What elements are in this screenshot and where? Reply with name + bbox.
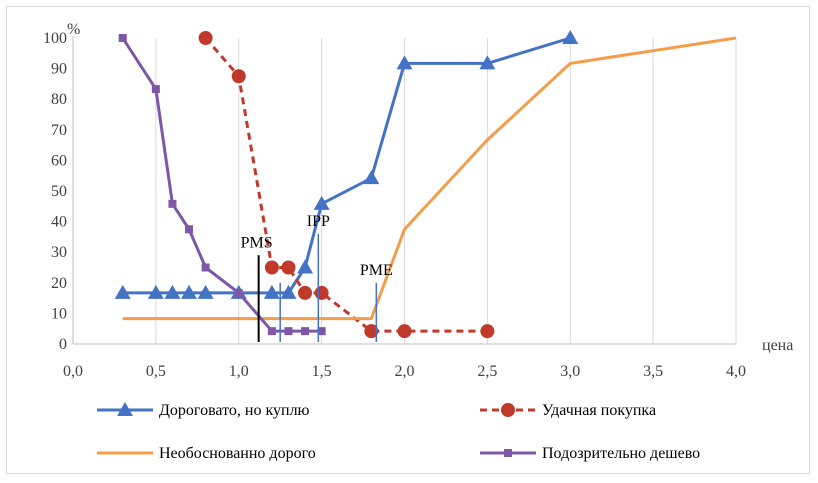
legend-label: Удачная покупка <box>542 402 656 419</box>
data-point <box>197 284 214 299</box>
legend-label: Подозрительно дешево <box>542 445 700 462</box>
data-point <box>147 284 164 299</box>
axes <box>72 36 736 345</box>
x-tick-label: 2,0 <box>395 363 415 380</box>
y-tick-label: 40 <box>51 214 67 231</box>
data-point <box>264 260 279 275</box>
legend-item: Дороговато, но куплю <box>97 402 310 419</box>
y-tick-label: 60 <box>51 152 67 169</box>
data-point <box>181 284 198 299</box>
legend-marker <box>117 402 133 416</box>
x-tick-label: 0,5 <box>146 363 166 380</box>
x-tick-label: 3,5 <box>643 363 663 380</box>
series-4 <box>118 34 326 336</box>
legend-label: Дороговато, но куплю <box>159 402 310 419</box>
annotation-label: PMS <box>241 234 273 251</box>
series-line <box>121 37 322 333</box>
data-point <box>284 327 293 336</box>
data-point <box>480 324 495 339</box>
y-tick-label: 70 <box>51 122 67 139</box>
data-point <box>198 31 213 45</box>
series-line <box>122 36 571 295</box>
series-layer <box>114 30 737 339</box>
data-point <box>263 284 280 299</box>
y-tick-label: 90 <box>51 61 67 78</box>
data-point <box>562 30 579 44</box>
y-tick-label: 30 <box>51 244 67 261</box>
annotation-label: PME <box>360 262 393 279</box>
data-point <box>396 55 413 70</box>
data-point <box>118 34 127 42</box>
legend-marker <box>501 403 515 417</box>
y-tick-label: 0 <box>59 336 67 353</box>
series-1 <box>114 30 579 299</box>
data-point <box>298 285 313 300</box>
data-point <box>281 260 296 275</box>
data-point <box>397 324 412 339</box>
x-tick-label: 2,5 <box>477 363 497 380</box>
x-tick-label: 0,0 <box>63 363 83 380</box>
data-point <box>479 55 496 70</box>
data-point <box>201 263 210 272</box>
legend-item: Удачная покупка <box>480 402 656 419</box>
x-tick-label: 1,5 <box>312 363 332 380</box>
y-tick-label: 50 <box>51 183 67 200</box>
data-point <box>313 195 330 210</box>
data-point <box>168 199 177 208</box>
series-line <box>122 36 737 321</box>
annotation-layer: PMS IPP PME <box>241 213 393 342</box>
data-point <box>301 327 310 336</box>
data-point <box>280 284 297 299</box>
legend: Дороговато, но куплю Удачная покупка Необо… <box>97 402 700 462</box>
tick-labels: 0,0 0,5 1,0 1,5 2,0 2,5 3,0 3,5 4,0 0 10 20 30 40 50 60… <box>43 30 746 380</box>
y-tick-label: 10 <box>51 305 67 322</box>
data-point <box>164 284 181 299</box>
data-point <box>267 327 276 336</box>
data-point <box>234 288 243 297</box>
data-point <box>185 225 194 234</box>
y-tick-label: 20 <box>51 275 67 292</box>
chart-frame <box>6 6 810 474</box>
y-tick-label: 80 <box>51 91 67 108</box>
legend-marker <box>504 449 512 457</box>
data-point <box>363 170 380 185</box>
legend-label: Необоснованно дорого <box>159 445 316 462</box>
y-tick-label: 100 <box>43 30 67 47</box>
x-tick-label: 4,0 <box>726 363 746 380</box>
x-tick-label: 1,0 <box>229 363 249 380</box>
y-axis-label: % <box>67 21 80 38</box>
data-point <box>114 284 131 299</box>
x-axis-label: цена <box>762 337 793 354</box>
x-tick-label: 3,0 <box>560 363 580 380</box>
data-point <box>297 259 314 274</box>
series-3 <box>122 36 737 321</box>
legend-item: Необоснованно дорого <box>97 445 316 462</box>
legend-item: Подозрительно дешево <box>480 445 700 462</box>
data-point <box>317 327 326 336</box>
data-point <box>151 85 160 94</box>
data-point <box>364 324 379 339</box>
data-point <box>231 69 246 84</box>
data-point <box>314 285 329 300</box>
annotation-label: IPP <box>307 213 330 230</box>
